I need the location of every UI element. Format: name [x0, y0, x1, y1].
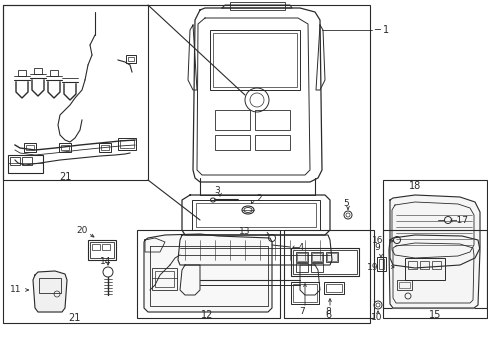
Bar — [196, 203, 315, 227]
Text: 16: 16 — [371, 235, 382, 244]
Bar — [215, 135, 249, 150]
Text: ←17: ←17 — [449, 216, 468, 225]
Text: 14: 14 — [100, 257, 111, 266]
Text: 7: 7 — [299, 306, 304, 315]
Bar — [128, 57, 134, 61]
Bar — [324, 282, 343, 294]
Bar — [24, 143, 36, 152]
Bar — [296, 253, 306, 261]
Bar — [8, 155, 43, 173]
Bar — [254, 243, 268, 248]
Bar — [209, 30, 299, 90]
Bar — [310, 263, 323, 272]
Bar — [90, 242, 114, 258]
Text: 9: 9 — [373, 243, 379, 252]
Bar — [34, 68, 42, 74]
Bar — [50, 70, 58, 76]
Bar — [254, 110, 289, 130]
Bar — [378, 259, 383, 269]
Bar — [18, 70, 26, 76]
Polygon shape — [389, 195, 479, 268]
Bar — [284, 230, 373, 318]
Bar — [292, 250, 356, 274]
Bar — [382, 230, 486, 318]
Text: 2: 2 — [256, 194, 261, 202]
Bar — [3, 5, 148, 180]
Bar — [295, 252, 307, 262]
Bar — [26, 145, 34, 150]
Bar — [3, 5, 369, 323]
Bar — [419, 261, 428, 269]
Bar — [251, 242, 271, 249]
Bar — [120, 140, 134, 148]
Bar — [22, 157, 32, 165]
Bar — [137, 230, 280, 318]
Bar — [213, 33, 296, 87]
Bar — [396, 280, 411, 290]
Bar — [325, 284, 341, 292]
Bar — [292, 284, 316, 302]
Text: 15: 15 — [428, 310, 440, 320]
Bar — [215, 110, 249, 130]
Bar — [101, 145, 109, 150]
Text: 20: 20 — [76, 225, 87, 234]
Bar — [99, 143, 111, 152]
Bar — [192, 200, 319, 230]
Bar — [325, 252, 337, 262]
Bar — [290, 282, 318, 304]
Bar — [295, 263, 307, 272]
Bar — [431, 261, 440, 269]
Bar — [88, 240, 116, 260]
Bar — [152, 268, 177, 290]
Bar — [254, 135, 289, 150]
Bar — [92, 244, 100, 250]
Bar — [376, 257, 385, 271]
Bar — [118, 138, 136, 150]
Bar — [398, 282, 409, 288]
Bar — [39, 278, 61, 293]
Text: 12: 12 — [201, 310, 213, 320]
Bar — [59, 143, 71, 152]
Bar — [10, 157, 20, 165]
Text: 10: 10 — [370, 314, 382, 323]
Bar — [155, 271, 174, 287]
Text: ←4: ←4 — [291, 243, 305, 252]
Polygon shape — [388, 235, 479, 308]
Bar — [310, 252, 323, 262]
Text: 18: 18 — [408, 181, 420, 191]
Bar — [61, 145, 69, 150]
Text: ─ 1: ─ 1 — [373, 25, 388, 35]
Text: 13: 13 — [238, 226, 249, 235]
Bar — [311, 253, 321, 261]
Text: 3: 3 — [214, 185, 220, 194]
Bar — [382, 180, 486, 308]
Bar — [326, 253, 336, 261]
Text: 6: 6 — [324, 310, 330, 320]
Text: 8: 8 — [325, 306, 330, 315]
Bar — [404, 258, 444, 280]
Text: 5: 5 — [343, 198, 348, 207]
Polygon shape — [33, 271, 67, 312]
Text: 19: 19 — [366, 262, 377, 271]
Bar — [290, 248, 358, 276]
Bar — [229, 2, 285, 10]
Bar — [126, 55, 136, 63]
Text: 21: 21 — [59, 172, 71, 182]
Text: 11: 11 — [10, 285, 21, 294]
Text: 21: 21 — [68, 313, 80, 323]
Bar — [102, 244, 110, 250]
Bar — [407, 261, 416, 269]
Polygon shape — [143, 234, 271, 312]
